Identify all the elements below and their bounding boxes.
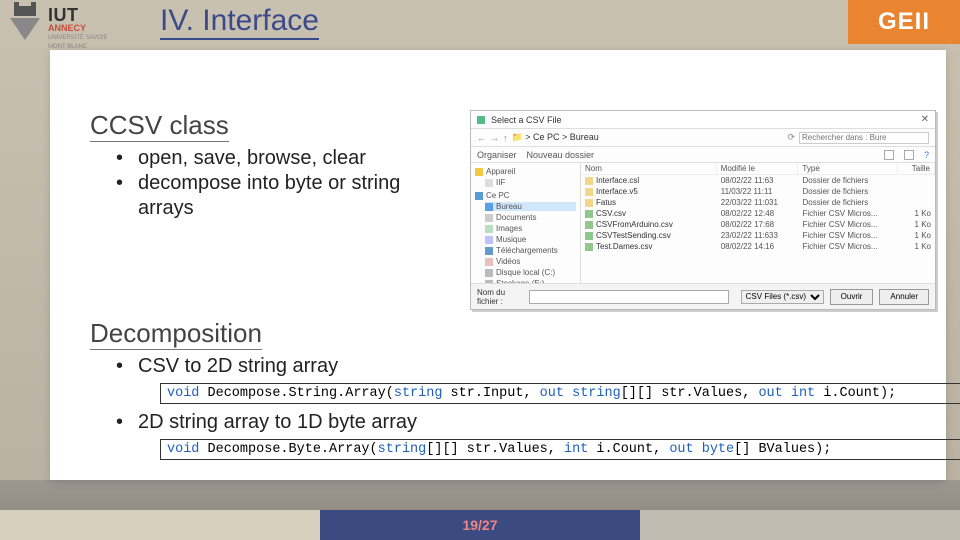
content-panel: CCSV class open, save, browse, clear dec… bbox=[50, 50, 946, 480]
decomp-item: CSV to 2D string array bbox=[116, 354, 936, 379]
ccsv-list: open, save, browse, clear decompose into… bbox=[116, 146, 460, 221]
side-item[interactable]: Musique bbox=[496, 235, 526, 244]
side-item[interactable]: Images bbox=[496, 224, 522, 233]
side-item[interactable]: Vidéos bbox=[496, 257, 520, 266]
iut-shield-icon bbox=[8, 6, 42, 46]
side-item[interactable]: Téléchargements bbox=[496, 246, 558, 255]
col-date[interactable]: Modifié le bbox=[717, 163, 799, 174]
table-row[interactable]: Interface.csl08/02/22 11:63Dossier de fi… bbox=[581, 175, 935, 186]
table-row[interactable]: CSV.csv08/02/22 12:48Fichier CSV Micros.… bbox=[581, 208, 935, 219]
side-item[interactable]: Ce PC bbox=[486, 191, 510, 200]
col-type[interactable]: Type bbox=[798, 163, 898, 174]
fwd-icon[interactable]: → bbox=[490, 133, 499, 143]
close-icon[interactable]: ✕ bbox=[921, 114, 929, 125]
side-item[interactable]: Documents bbox=[496, 213, 536, 222]
filename-label: Nom du fichier : bbox=[477, 288, 523, 306]
list-header: Nom Modifié le Type Taille bbox=[581, 163, 935, 175]
slide: IUT ANNECY UNIVERSITÉ SAVOIE MONT BLANC … bbox=[0, 0, 960, 540]
decomposition-section: Decomposition CSV to 2D string array voi… bbox=[90, 316, 936, 460]
ccsv-item: decompose into byte or string arrays bbox=[116, 171, 460, 221]
table-row[interactable]: CSVFromArduino.csv08/02/22 17:68Fichier … bbox=[581, 219, 935, 230]
organize-menu[interactable]: Organiser bbox=[477, 150, 517, 160]
sidebar: Appareil IIF Ce PC Bureau Documents Imag… bbox=[471, 163, 581, 285]
logo-line2: ANNECY bbox=[48, 24, 108, 33]
view-icon[interactable] bbox=[904, 150, 914, 160]
table-row[interactable]: Test.Dames.csv08/02/22 14:16Fichier CSV … bbox=[581, 241, 935, 252]
code-box-2: void Decompose.Byte.Array(string[][] str… bbox=[160, 439, 960, 460]
refresh-icon[interactable]: ⟳ bbox=[787, 132, 795, 143]
logo-line3a: UNIVERSITÉ SAVOIE bbox=[48, 35, 108, 42]
newfolder-btn[interactable]: Nouveau dossier bbox=[527, 150, 595, 160]
dialog-toolbar: Organiser Nouveau dossier ? bbox=[471, 147, 935, 163]
side-item[interactable]: IIF bbox=[496, 178, 505, 187]
ccsv-item: open, save, browse, clear bbox=[116, 146, 460, 171]
side-item[interactable]: Disque local (C:) bbox=[496, 268, 555, 277]
code-box-1: void Decompose.String.Array(string str.I… bbox=[160, 383, 960, 404]
crumb[interactable]: 📁 > Ce PC > Bureau bbox=[512, 132, 599, 143]
path-bar: ← → ↑ 📁 > Ce PC > Bureau ⟳ bbox=[471, 129, 935, 147]
col-size[interactable]: Taille bbox=[898, 163, 935, 174]
up-icon[interactable]: ↑ bbox=[503, 133, 508, 143]
filename-input[interactable] bbox=[529, 290, 729, 304]
window-icon bbox=[477, 116, 485, 124]
iut-logo: IUT ANNECY UNIVERSITÉ SAVOIE MONT BLANC bbox=[8, 6, 108, 50]
decomp-item: 2D string array to 1D byte array bbox=[116, 410, 936, 435]
col-name[interactable]: Nom bbox=[581, 163, 717, 174]
filter-select[interactable]: CSV Files (*.csv) bbox=[741, 290, 824, 304]
geii-badge: GEII bbox=[848, 0, 960, 44]
back-icon[interactable]: ← bbox=[477, 133, 486, 143]
slide-title-text: IV. Interface bbox=[160, 4, 319, 40]
dialog-titlebar: Select a CSV File ✕ bbox=[471, 111, 935, 129]
logo-line1: IUT bbox=[48, 6, 108, 24]
decomp-heading: Decomposition bbox=[90, 318, 262, 350]
ccsv-heading: CCSV class bbox=[90, 110, 229, 142]
file-dialog: Select a CSV File ✕ ← → ↑ 📁 > Ce PC > Bu… bbox=[470, 110, 936, 310]
table-row[interactable]: CSVTestSending.csv23/02/22 11:633Fichier… bbox=[581, 230, 935, 241]
file-list: Nom Modifié le Type Taille Interface.csl… bbox=[581, 163, 935, 285]
slide-title: IV. Interface bbox=[160, 4, 319, 40]
footer-bar: 19/27 bbox=[0, 510, 960, 540]
side-item[interactable]: Appareil bbox=[486, 167, 515, 176]
page-number: 19/27 bbox=[320, 510, 640, 540]
dialog-title: Select a CSV File bbox=[491, 115, 562, 125]
table-row[interactable]: Interface.v511/03/22 11:11Dossier de fic… bbox=[581, 186, 935, 197]
dialog-footer: Nom du fichier : CSV Files (*.csv) Ouvri… bbox=[471, 283, 935, 309]
open-button[interactable]: Ouvrir bbox=[830, 289, 874, 305]
search-input[interactable] bbox=[799, 132, 929, 144]
cancel-button[interactable]: Annuler bbox=[879, 289, 929, 305]
table-row[interactable]: Fatus22/03/22 11:031Dossier de fichiers bbox=[581, 197, 935, 208]
view-icon[interactable] bbox=[884, 150, 894, 160]
help-icon[interactable]: ? bbox=[924, 150, 929, 160]
side-item[interactable]: Bureau bbox=[496, 202, 522, 211]
